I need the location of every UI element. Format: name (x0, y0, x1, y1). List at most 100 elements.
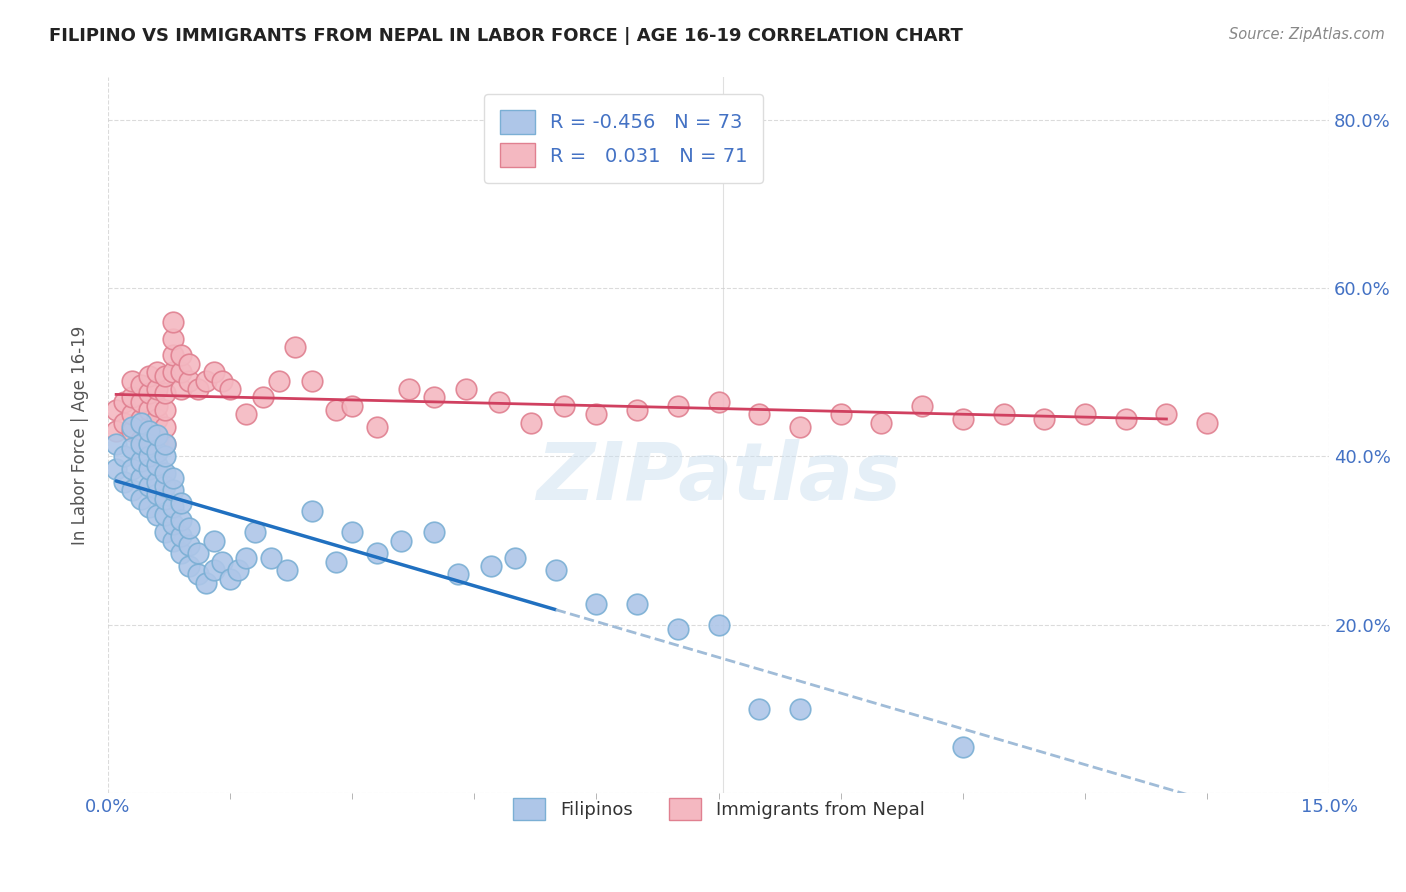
Point (553, 399, 575, 413)
Point (121, 441, 143, 455)
Point (456, 382, 478, 396)
Point (129, 416, 152, 430)
Point (170, 365, 193, 379)
Point (162, 483, 184, 497)
Point (129, 491, 152, 506)
Point (162, 533, 184, 548)
Point (748, 702, 770, 716)
Point (153, 420, 176, 434)
Point (138, 403, 160, 417)
Point (138, 420, 160, 434)
Point (170, 546, 193, 560)
Point (748, 408, 770, 422)
Point (153, 369, 176, 384)
Point (503, 550, 526, 565)
Point (202, 533, 225, 548)
Point (138, 369, 160, 384)
Point (112, 416, 135, 430)
Point (194, 374, 217, 388)
Point (952, 411, 974, 425)
Point (187, 382, 209, 396)
Point (585, 597, 607, 611)
Point (993, 408, 1015, 422)
Point (626, 403, 648, 417)
Point (153, 386, 176, 401)
Point (153, 437, 176, 451)
Point (1197, 416, 1219, 430)
Point (202, 365, 225, 379)
Point (146, 487, 169, 501)
Point (138, 450, 160, 464)
Point (235, 408, 257, 422)
Point (789, 420, 811, 434)
Point (162, 315, 184, 329)
Point (666, 622, 689, 636)
Point (162, 470, 184, 484)
Point (911, 399, 934, 413)
Point (146, 475, 169, 489)
Point (121, 374, 143, 388)
Point (129, 433, 152, 447)
Point (626, 597, 648, 611)
Point (138, 462, 160, 476)
Point (707, 394, 730, 409)
Point (138, 437, 160, 451)
Text: Source: ZipAtlas.com: Source: ZipAtlas.com (1229, 27, 1385, 42)
Point (1156, 408, 1178, 422)
Point (112, 475, 135, 489)
Point (146, 508, 169, 523)
Point (153, 467, 176, 481)
Point (170, 529, 193, 543)
Point (105, 462, 128, 476)
Point (284, 340, 307, 354)
Point (112, 450, 135, 464)
Point (129, 470, 152, 484)
Point (366, 420, 388, 434)
Point (170, 348, 193, 362)
Point (422, 525, 444, 540)
Point (243, 525, 266, 540)
Point (105, 437, 128, 451)
Point (146, 399, 169, 413)
Point (105, 424, 128, 438)
Point (301, 374, 323, 388)
Point (366, 546, 388, 560)
Point (162, 500, 184, 514)
Point (219, 382, 242, 396)
Point (138, 386, 160, 401)
Point (276, 563, 298, 577)
Point (153, 508, 176, 523)
Point (267, 374, 290, 388)
Point (162, 516, 184, 531)
Point (479, 558, 502, 573)
Point (226, 563, 249, 577)
Point (235, 550, 257, 565)
Point (398, 382, 420, 396)
Point (301, 504, 323, 518)
Point (389, 533, 412, 548)
Point (146, 433, 169, 447)
Point (121, 483, 143, 497)
Point (112, 394, 135, 409)
Point (830, 408, 852, 422)
Point (121, 462, 143, 476)
Point (146, 382, 169, 396)
Text: ZIPatlas: ZIPatlas (536, 440, 901, 517)
Point (162, 365, 184, 379)
Point (138, 500, 160, 514)
Point (342, 525, 364, 540)
Point (707, 618, 730, 632)
Point (325, 555, 347, 569)
Point (138, 479, 160, 493)
Point (260, 550, 283, 565)
Point (146, 445, 169, 459)
Point (153, 403, 176, 417)
Point (153, 450, 176, 464)
Point (447, 567, 470, 582)
Point (162, 348, 184, 362)
Point (870, 416, 893, 430)
Point (179, 521, 201, 535)
Point (146, 411, 169, 425)
Point (121, 391, 143, 405)
Point (325, 403, 347, 417)
